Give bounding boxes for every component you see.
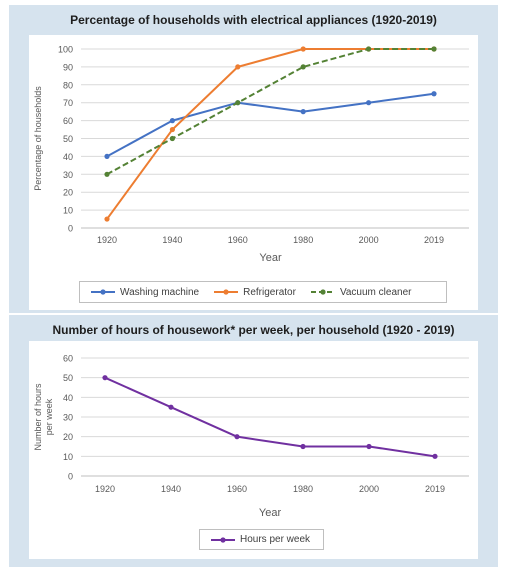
y-tick-label: 40 <box>63 152 73 162</box>
y-tick-label: 30 <box>63 170 73 180</box>
data-point <box>432 453 438 459</box>
data-point <box>300 109 306 115</box>
y-axis-label: Percentage of households <box>33 86 43 191</box>
data-point <box>431 91 437 97</box>
data-point <box>300 443 306 450</box>
x-tick-label: 2000 <box>359 235 379 245</box>
y-tick-label: 30 <box>63 413 73 423</box>
data-point <box>234 434 240 440</box>
x-tick-label: 1920 <box>95 484 115 494</box>
legend-item: Hours per week <box>210 534 310 545</box>
legend-label: Hours per week <box>240 534 311 545</box>
y-tick-label: 0 <box>68 224 73 234</box>
data-point <box>102 375 108 381</box>
legend-label: Vacuum cleaner <box>339 286 412 298</box>
series-line <box>106 92 435 158</box>
legend-item: Refrigerator <box>213 287 296 298</box>
y-tick-label: 50 <box>63 373 73 383</box>
y-tick-label: 20 <box>63 188 73 198</box>
series-line <box>106 48 434 176</box>
x-tick-label: 1920 <box>97 235 117 245</box>
legend-swatch <box>211 536 235 543</box>
data-point <box>300 46 306 52</box>
x-tick-label: 1940 <box>162 235 182 245</box>
y-tick-label: 60 <box>63 116 73 126</box>
y-tick-label: 80 <box>63 80 73 90</box>
data-point <box>169 135 175 142</box>
legend-label: Refrigerator <box>243 286 296 298</box>
data-point <box>169 126 175 133</box>
y-tick-label: 20 <box>63 432 73 442</box>
appliances-line-chart: 0 10 20 30 40 50 60 70 80 90 100 1920 1940 1960 1980 2… <box>33 45 469 264</box>
appliances-plot-area: 0 10 20 30 40 50 60 70 80 90 100 1920 1940 1960 1980 2… <box>29 35 478 310</box>
y-tick-label: 40 <box>63 393 73 403</box>
y-tick-label: 50 <box>63 134 73 144</box>
y-tick-label: 90 <box>63 62 73 72</box>
data-point <box>104 171 110 177</box>
series-line <box>104 376 436 458</box>
housework-plot-area: 0 10 20 30 40 50 60 1920 1940 1960 1980 2000 2019 N… <box>29 341 478 559</box>
chart-legend: Hours per week <box>199 529 324 550</box>
data-point <box>366 443 372 450</box>
data-point <box>431 46 437 52</box>
x-axis-label: Year <box>259 507 282 519</box>
series-line <box>106 48 434 220</box>
data-point <box>104 153 110 159</box>
y-tick-label: 10 <box>63 452 73 462</box>
legend-swatch <box>91 289 115 295</box>
legend-item: Vacuum cleaner <box>310 286 412 298</box>
x-tick-label: 1980 <box>293 484 313 494</box>
legend-swatch <box>214 289 239 295</box>
data-point <box>300 64 306 70</box>
x-tick-label: 1980 <box>293 235 313 245</box>
legend-item: Washing machine <box>90 287 199 298</box>
x-tick-label: 1960 <box>227 484 247 494</box>
chart-title: Number of hours of housework* per week, … <box>52 323 455 337</box>
x-axis-label: Year <box>259 252 282 264</box>
legend-label: Washing machine <box>120 286 200 298</box>
chart-title: Percentage of households with electrical… <box>70 13 437 27</box>
y-tick-label: 60 <box>63 354 73 364</box>
data-point <box>169 118 175 124</box>
x-tick-label: 2019 <box>425 484 445 494</box>
chart-legend: Washing machine Refrigerator Vacuum cleane… <box>79 281 447 303</box>
data-point <box>235 100 241 106</box>
y-tick-label: 10 <box>63 206 73 216</box>
y-tick-label: 70 <box>63 98 73 108</box>
y-tick-label: 100 <box>58 45 73 55</box>
x-tick-label: 2019 <box>424 235 444 245</box>
x-tick-label: 2000 <box>359 484 379 494</box>
legend-swatch <box>310 289 335 295</box>
y-tick-label: 0 <box>68 472 73 482</box>
x-tick-label: 1940 <box>161 484 181 494</box>
x-tick-label: 1960 <box>228 235 248 245</box>
y-axis-label: Number of hoursper week <box>33 383 54 451</box>
appliances-chart-panel: Percentage of households with electrical… <box>9 5 498 313</box>
data-point <box>366 46 372 52</box>
housework-chart-panel: Number of hours of housework* per week, … <box>9 315 498 567</box>
data-point <box>104 216 110 222</box>
data-point <box>168 404 174 410</box>
housework-line-chart: 0 10 20 30 40 50 60 1920 1940 1960 1980 2000 2019 N… <box>33 354 469 519</box>
data-point <box>366 100 372 106</box>
data-point <box>235 64 241 70</box>
